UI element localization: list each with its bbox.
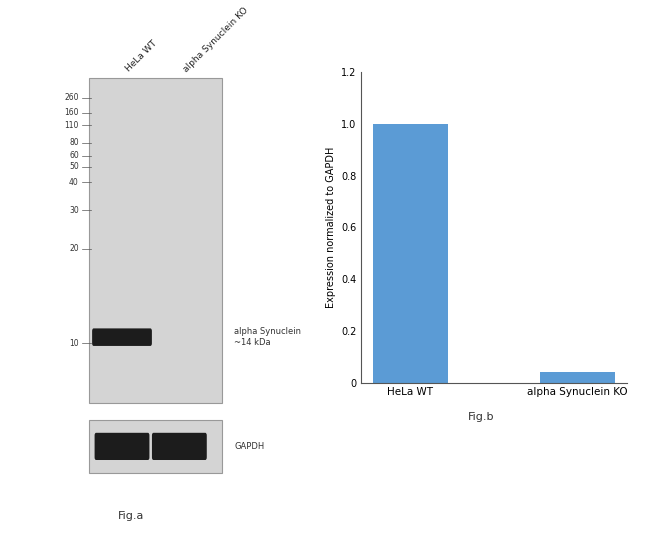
- Text: Fig.b: Fig.b: [467, 412, 494, 422]
- Bar: [540, 372, 615, 383]
- Text: alpha Synuclein KO: alpha Synuclein KO: [182, 5, 250, 73]
- Text: 60: 60: [69, 151, 79, 160]
- Text: HeLa WT: HeLa WT: [125, 39, 159, 73]
- FancyBboxPatch shape: [92, 328, 152, 346]
- FancyBboxPatch shape: [152, 433, 207, 460]
- Text: 160: 160: [64, 109, 79, 118]
- Text: 10: 10: [69, 339, 79, 348]
- Text: alpha Synuclein
~14 kDa: alpha Synuclein ~14 kDa: [235, 327, 302, 347]
- Text: 50: 50: [69, 162, 79, 171]
- Bar: [373, 124, 448, 383]
- Text: 110: 110: [64, 121, 79, 130]
- Text: 30: 30: [69, 206, 79, 215]
- Y-axis label: Expression normalized to GAPDH: Expression normalized to GAPDH: [326, 147, 335, 308]
- FancyBboxPatch shape: [95, 433, 150, 460]
- Bar: [88, 78, 222, 402]
- Text: 80: 80: [69, 139, 79, 147]
- Text: 20: 20: [69, 244, 79, 254]
- Text: Fig.a: Fig.a: [118, 511, 144, 521]
- Text: 260: 260: [64, 93, 79, 102]
- Text: 40: 40: [69, 178, 79, 187]
- Text: GAPDH: GAPDH: [235, 442, 265, 451]
- Bar: [88, 420, 222, 473]
